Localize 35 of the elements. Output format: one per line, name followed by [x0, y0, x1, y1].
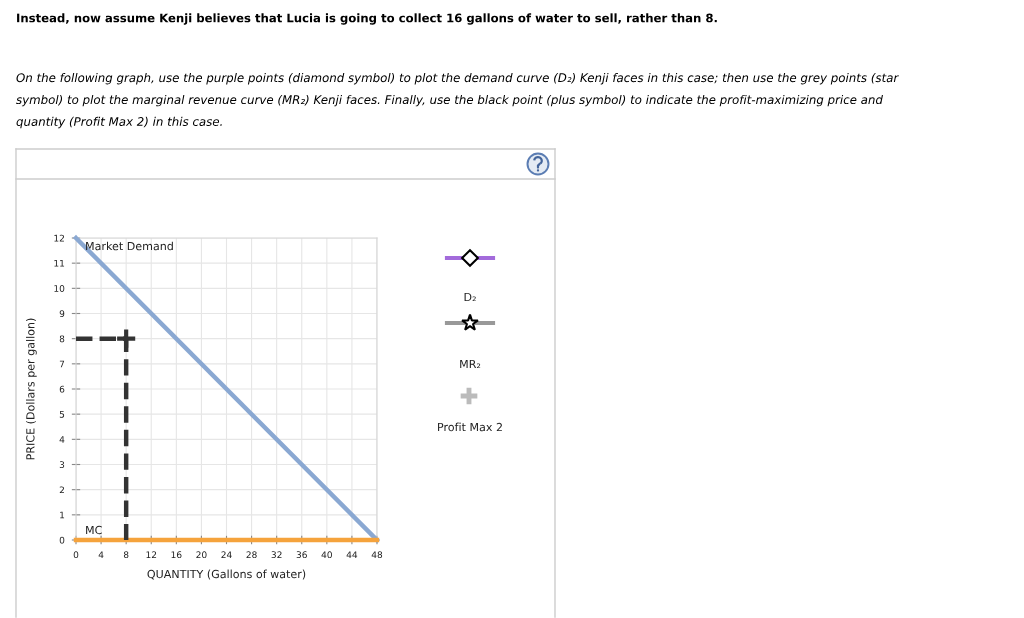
x-tick-label: 4: [98, 551, 104, 558]
x-tick-label: 16: [171, 551, 182, 559]
y-tick-label: 1: [60, 511, 65, 519]
series-label: Market Demand: [86, 241, 173, 251]
y-tick-label: 8: [59, 335, 65, 343]
x-tick-label: 32: [271, 551, 282, 559]
x-tick-label: 0: [73, 551, 79, 559]
x-axis-title: QUANTITY (Gallons of water): [147, 569, 306, 580]
y-tick-label: 10: [54, 285, 65, 292]
series-label: MC: [86, 525, 102, 535]
y-tick-label: 4: [59, 436, 65, 443]
x-tick-label: 12: [146, 551, 157, 558]
y-tick-label: 7: [59, 360, 65, 368]
text: On the following graph, use the purple points (diamond symbol) to plot the demand curve (D₂) Kenji faces in this case; then use the grey points (star symbol) to plot the marginal revenue curve (MR₂) Kenji faces. Finally, use the black point (plus symbol) to indicate the profit-maximizing price and quantity (Profit Max 2) in this case.: [16, 73, 899, 129]
y-tick-label: 12: [54, 234, 64, 242]
x-tick-label: 40: [321, 551, 332, 559]
y-axis-title: PRICE (Dollars per gallon): [25, 318, 37, 460]
y-tick-label: 2: [59, 486, 64, 494]
y-tick-label: 9: [59, 310, 65, 318]
x-tick-label: 8: [123, 551, 129, 559]
y-tick-label: 11: [54, 260, 65, 267]
text: Profit Max 2: [438, 422, 502, 432]
text: MR₂: [460, 359, 481, 369]
text: D₂: [464, 292, 476, 302]
chart-title: Instead, now assume Kenji believes that Lucia is going to collect 16 gallons of water to sell, rather than 8.: [17, 13, 717, 25]
x-tick-label: 48: [371, 551, 383, 559]
y-tick-label: 6: [59, 385, 65, 393]
x-tick-label: 36: [296, 551, 307, 559]
x-tick-label: 44: [346, 551, 358, 558]
y-tick-label: 5: [59, 411, 65, 418]
y-tick-label: 0: [59, 536, 65, 544]
x-tick-label: 20: [196, 551, 207, 559]
x-tick-label: 28: [246, 551, 257, 559]
x-tick-label: 24: [221, 551, 232, 558]
y-tick-label: 3: [59, 461, 65, 469]
